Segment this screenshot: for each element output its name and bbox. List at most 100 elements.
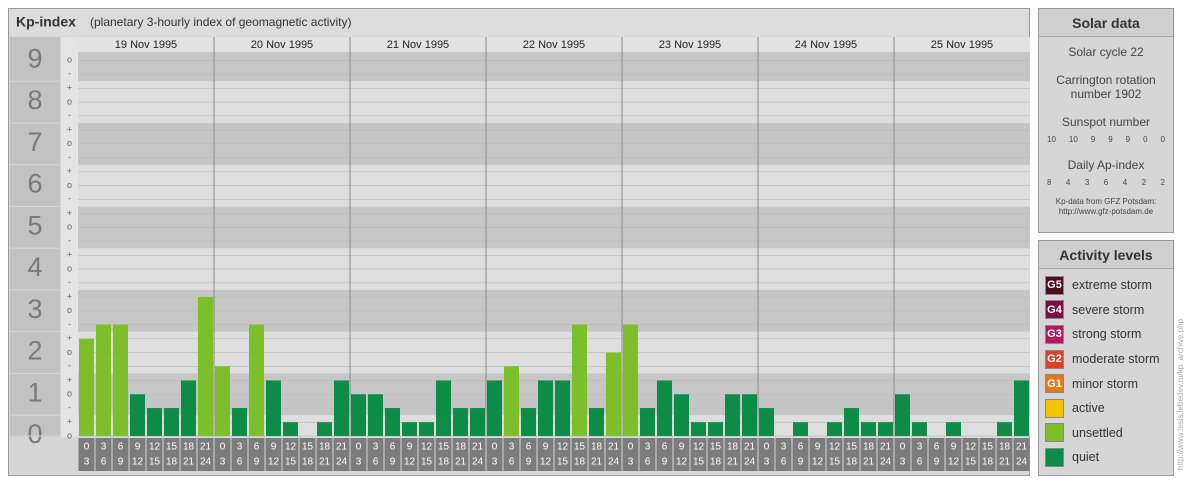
bar [164, 408, 179, 436]
minor-tick-label: o [67, 138, 72, 148]
x-tick-cell [877, 438, 894, 471]
legend-badge: G4 [1047, 303, 1062, 316]
legend-swatch [1045, 398, 1064, 418]
bar [249, 324, 264, 436]
panel-title: Activity levels [1039, 241, 1173, 269]
x-tick-cell [571, 438, 588, 471]
bar [419, 422, 434, 436]
bar [283, 422, 298, 436]
minor-axis-column [61, 37, 78, 437]
x-tick-cell [928, 438, 945, 471]
x-tick-label: 12 [540, 457, 552, 468]
x-tick-label: 15 [965, 457, 977, 468]
bar [385, 408, 400, 436]
legend-swatch [1045, 447, 1064, 467]
bar [742, 394, 757, 436]
bar [572, 324, 587, 436]
x-tick-cell [129, 438, 146, 471]
bar [96, 324, 111, 436]
bar [623, 324, 638, 436]
x-tick-label: 15 [149, 457, 161, 468]
x-tick-cell [911, 438, 928, 471]
legend-label: unsettled [1072, 425, 1123, 440]
minor-tick-label: + [67, 124, 72, 134]
x-tick-label: 3 [645, 442, 651, 453]
x-tick-cell [384, 438, 401, 471]
x-tick-label: 0 [84, 442, 90, 453]
x-tick-label: 15 [846, 442, 858, 453]
band [78, 415, 1030, 436]
legend: G5 extreme storm G4 severe storm G3 strong st… [1039, 269, 1173, 470]
x-tick-label: 9 [135, 442, 141, 453]
sunspot-title: Sunspot number [1061, 115, 1151, 129]
legend-label: active [1072, 401, 1105, 416]
x-tick-label: 18 [846, 457, 858, 468]
minor-tick-label: o [67, 389, 72, 399]
x-tick-cell [486, 438, 503, 471]
x-tick-cell [299, 438, 316, 471]
minor-tick-label: + [67, 166, 72, 176]
x-tick-label: 18 [455, 442, 467, 453]
ap-value: 4 [1065, 178, 1071, 187]
minor-tick-label: - [68, 235, 71, 245]
ap-value: 2 [1160, 178, 1165, 187]
legend-swatch [1045, 423, 1064, 443]
x-tick-cell [554, 438, 571, 471]
minor-tick-label: o [67, 55, 72, 65]
x-tick-label: 18 [438, 457, 450, 468]
x-tick-cell [452, 438, 469, 471]
x-tick-label: 3 [628, 457, 634, 468]
chart: Kp-index (planetary 3-hourly index of ge… [8, 8, 1030, 476]
x-tick-label: 6 [509, 457, 515, 468]
x-tick-cell [809, 438, 826, 471]
x-tick-cell [180, 438, 197, 471]
source-url: http://www.gfz-potsdam.de [1058, 207, 1154, 216]
x-tick-label: 18 [982, 457, 994, 468]
legend-badge: G2 [1047, 353, 1062, 366]
x-tick-cell [996, 438, 1013, 471]
bar [453, 408, 468, 436]
legend-item: G5 extreme storm [1045, 273, 1173, 298]
legend-label: extreme storm [1072, 278, 1152, 293]
x-tick-label: 18 [999, 442, 1011, 453]
minor-tick-label: o [67, 180, 72, 190]
minor-tick-label: - [68, 152, 71, 162]
y-tick-label: 0 [27, 419, 42, 449]
bar [861, 422, 876, 436]
x-tick-label: 15 [285, 457, 297, 468]
legend-label: strong storm [1072, 327, 1142, 342]
x-tick-cell [588, 438, 605, 471]
bar [436, 380, 451, 436]
x-tick-label: 6 [934, 442, 940, 453]
bar [555, 380, 570, 436]
bar [606, 352, 621, 436]
sunspot-number: 10 [1068, 135, 1078, 144]
x-tick-label: 18 [574, 457, 586, 468]
x-tick-cell [146, 438, 163, 471]
x-tick-label: 15 [574, 442, 586, 453]
x-tick-cell [945, 438, 962, 471]
x-tick-label: 21 [200, 442, 212, 453]
y-tick-label: 9 [27, 43, 42, 73]
minor-tick-label: o [67, 263, 72, 273]
x-tick-label: 15 [421, 457, 433, 468]
x-tick-label: 9 [390, 457, 396, 468]
x-tick-label: 3 [900, 457, 906, 468]
legend-badge: G5 [1047, 279, 1062, 292]
bar [266, 380, 281, 436]
sunspot-number: 10 [1047, 135, 1056, 144]
bar [470, 408, 485, 436]
legend-badge: G1 [1047, 377, 1062, 390]
x-tick-label: 21 [744, 442, 756, 453]
sunspot-row: 10 10 9 9 9 0 0 [1047, 135, 1165, 144]
source: Kp-data from GFZ Potsdam: [1055, 197, 1157, 206]
legend-swatch: G2 [1045, 349, 1064, 369]
bar [334, 380, 349, 436]
x-tick-label: 12 [693, 442, 705, 453]
x-tick-cell [367, 438, 384, 471]
x-tick-label: 18 [319, 442, 331, 453]
minor-tick-label: - [68, 361, 71, 371]
bar [538, 380, 553, 436]
bar [793, 422, 808, 436]
x-tick-label: 9 [662, 457, 668, 468]
